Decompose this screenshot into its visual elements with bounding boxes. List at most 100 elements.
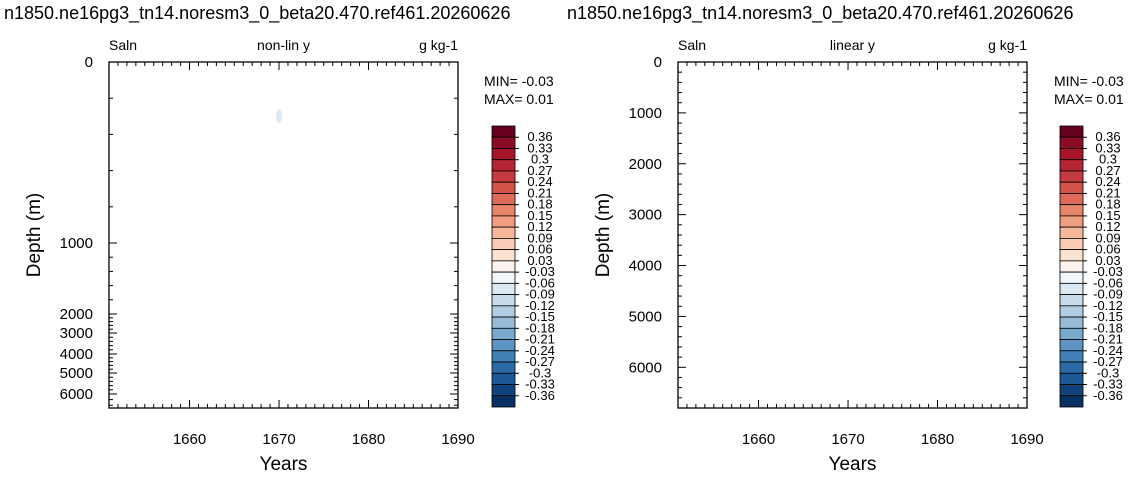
colorbar-swatch xyxy=(1059,215,1084,228)
center-label: non-lin y xyxy=(257,37,310,53)
x-tick-label: 1680 xyxy=(352,431,385,448)
colorbar-label: -0.27 xyxy=(1093,354,1123,369)
panel-left: 1660 1670 1680 1690 0 1000 2000 3000 4000 5000 600… xyxy=(24,37,555,475)
colorbar-swatch xyxy=(491,181,516,194)
y-tick-label: 5000 xyxy=(60,365,93,382)
colorbar-label: 0.09 xyxy=(527,230,552,245)
colorbar-label: -0.3 xyxy=(1097,365,1119,380)
colorbar-swatch xyxy=(491,215,516,228)
x-tick-label: 1660 xyxy=(173,431,206,448)
y-tick-label: 6000 xyxy=(629,359,662,376)
y-tick-label: 2000 xyxy=(629,156,662,173)
colorbar-label: 0.24 xyxy=(527,174,552,189)
colorbar-label: -0.24 xyxy=(525,343,555,358)
x-tick-label: 1670 xyxy=(262,431,295,448)
colorbar-swatch xyxy=(491,350,516,363)
colorbar-swatch xyxy=(1059,125,1084,138)
colorbar-swatch xyxy=(1059,339,1084,352)
colorbar-swatch xyxy=(1059,181,1084,194)
y-tick-label: 1000 xyxy=(629,105,662,122)
x-tick-label: 1680 xyxy=(921,431,954,448)
right-panel-title: n1850.ne16pg3_tn14.noresm3_0_beta20.470.… xyxy=(567,3,1074,23)
colorbar-label: -0.3 xyxy=(529,365,551,380)
plot-frame xyxy=(108,61,459,409)
y-tick-label: 2000 xyxy=(60,306,93,323)
left-panel-title: n1850.ne16pg3_tn14.noresm3_0_beta20.470.… xyxy=(4,3,511,23)
max-label: MAX= 0.01 xyxy=(1054,91,1124,107)
x-tick-label: 1660 xyxy=(742,431,775,448)
colorbar-swatch xyxy=(1059,350,1084,363)
colorbar-swatch xyxy=(491,294,516,307)
colorbar-label: -0.27 xyxy=(525,354,555,369)
y-tick-label: 3000 xyxy=(629,207,662,224)
colorbar-swatch xyxy=(491,226,516,239)
colorbar-swatch xyxy=(491,327,516,340)
data-feature-0 xyxy=(276,109,283,124)
colorbar-swatch xyxy=(1059,361,1084,374)
colorbar-swatch xyxy=(1059,327,1084,340)
colorbar-label: 0.27 xyxy=(1095,163,1120,178)
y-tick-label: 0 xyxy=(85,54,93,71)
plot-frame xyxy=(677,61,1028,409)
colorbar-swatch xyxy=(1059,136,1084,149)
panel-right: 1660 1670 1680 1690 0 1000 2000 3000 4000 5000 600… xyxy=(593,37,1124,475)
colorbar-swatch xyxy=(1059,384,1084,397)
colorbar-label: 0.33 xyxy=(1095,140,1120,155)
colorbar-swatch xyxy=(491,159,516,172)
colorbar-swatch xyxy=(1059,249,1084,262)
colorbar-label: 0.36 xyxy=(1095,129,1120,144)
colorbar-label: 0.18 xyxy=(1095,197,1120,212)
colorbar-label: -0.36 xyxy=(1093,388,1123,403)
colorbar-label: -0.06 xyxy=(525,275,555,290)
colorbar-label: 0.15 xyxy=(1095,208,1120,223)
colorbar-label: 0.21 xyxy=(527,185,552,200)
colorbar-swatch xyxy=(1059,294,1084,307)
colorbar-swatch xyxy=(1059,372,1084,385)
colorbar-swatch xyxy=(491,395,516,408)
y-tick-label: 1000 xyxy=(60,235,93,252)
colorbar-label: 0.15 xyxy=(527,208,552,223)
colorbar-label: -0.06 xyxy=(1093,275,1123,290)
colorbar-swatch xyxy=(491,260,516,273)
colorbar-label: -0.33 xyxy=(1093,377,1123,392)
units-label: g kg-1 xyxy=(988,37,1027,53)
left-label: Saln xyxy=(678,37,706,53)
colorbar-swatch xyxy=(1059,305,1084,318)
x-tick-label: 1670 xyxy=(831,431,864,448)
colorbar-label: 0.06 xyxy=(527,242,552,257)
colorbar: 0.360.330.30.270.240.210.180.150.120.090… xyxy=(1059,125,1123,408)
colorbar-label: -0.18 xyxy=(1093,320,1123,335)
x-tick-label: 1690 xyxy=(441,431,474,448)
colorbar-swatch xyxy=(1059,159,1084,172)
colorbar-swatch xyxy=(1059,395,1084,408)
colorbar-label: -0.03 xyxy=(1093,264,1123,279)
colorbar-swatch xyxy=(1059,148,1084,161)
colorbar-swatch xyxy=(491,282,516,295)
x-axis-label: Years xyxy=(829,454,877,475)
colorbar-swatch xyxy=(491,148,516,161)
colorbar-label: 0.21 xyxy=(1095,185,1120,200)
colorbar-swatch xyxy=(1059,316,1084,329)
colorbar-label: -0.09 xyxy=(1093,287,1123,302)
colorbar-label: 0.12 xyxy=(527,219,552,234)
x-tick-label: 1690 xyxy=(1010,431,1043,448)
colorbar-label: -0.15 xyxy=(1093,309,1123,324)
y-tick-label: 5000 xyxy=(629,308,662,325)
y-tick-label: 6000 xyxy=(60,386,93,403)
colorbar-swatch xyxy=(491,170,516,183)
colorbar-swatch xyxy=(491,384,516,397)
colorbar-label: -0.12 xyxy=(1093,298,1123,313)
colorbar-label: 0.18 xyxy=(527,197,552,212)
left-label: Saln xyxy=(109,37,137,53)
colorbar-label: -0.33 xyxy=(525,377,555,392)
colorbar-swatch xyxy=(1059,193,1084,206)
y-tick-label: 4000 xyxy=(60,346,93,363)
colorbar-label: 0.12 xyxy=(1095,219,1120,234)
colorbar-label: -0.15 xyxy=(525,309,555,324)
colorbar-swatch xyxy=(491,136,516,149)
colorbar-swatch xyxy=(491,271,516,284)
colorbar-label: 0.24 xyxy=(1095,174,1120,189)
colorbar-label: -0.09 xyxy=(525,287,555,302)
y-tick-label: 0 xyxy=(654,54,662,71)
